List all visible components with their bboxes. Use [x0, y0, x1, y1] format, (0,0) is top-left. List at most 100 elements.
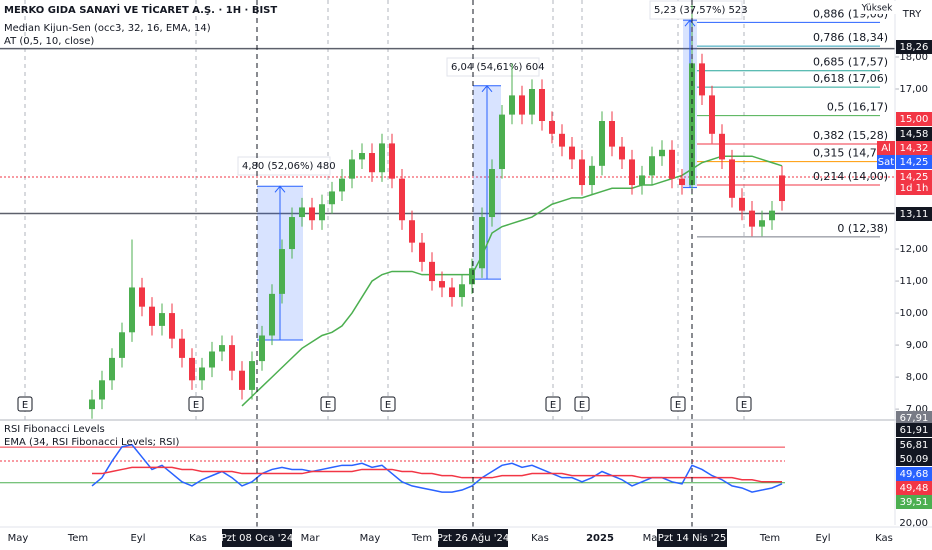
measure-label-bg [649, 0, 743, 20]
candle-body [669, 149, 675, 179]
candle-body [639, 175, 645, 186]
candle-body [289, 217, 295, 250]
event-box [736, 396, 752, 412]
x-tick-label: Eyl [130, 533, 145, 544]
candle-body [699, 63, 705, 96]
arrow-head [274, 185, 286, 193]
candle-body [109, 357, 115, 381]
x-tick-label: Kas [531, 533, 549, 544]
rsi-value-label: 49,48 [900, 483, 929, 494]
legend-item: Median Kijun-Sen (occ3, 32, 16, EMA, 14) [4, 23, 211, 34]
candle-body [759, 220, 765, 227]
fib-label: 0,685 (17,57) [813, 56, 888, 69]
candle-body [579, 159, 585, 186]
candle-body [169, 313, 175, 339]
measure-label-bg [446, 57, 540, 77]
rsi-value-label: 50,09 [900, 454, 929, 465]
y-tick-label: 12,00 [899, 244, 928, 255]
time-highlight-bg [222, 529, 292, 547]
candle-body [89, 399, 95, 410]
candle-body [149, 306, 155, 326]
rsi-value-label: 39,51 [900, 497, 929, 508]
event-box [320, 396, 336, 412]
candle-body [379, 143, 385, 173]
price-label-bg [896, 155, 932, 169]
legend-item: AT (0,5, 10, close) [4, 36, 94, 47]
candle-body [349, 159, 355, 179]
candle-body [179, 338, 185, 358]
x-tick-label: May [360, 533, 381, 544]
candle-body [369, 153, 375, 173]
candle-body [389, 143, 395, 179]
candle-body [659, 149, 665, 157]
chart-title: MERKO GIDA SANAYİ VE TİCARET A.Ş. · 1H ·… [4, 2, 277, 16]
y-tick-label: 7,00 [906, 404, 928, 415]
candle-body [409, 220, 415, 243]
rsi-line [91, 443, 783, 493]
y-tick-label: 17,00 [899, 84, 928, 95]
fib-label: 0,786 (18,34) [813, 31, 888, 44]
candle-body [709, 95, 715, 134]
candle-body [129, 287, 135, 333]
candle-body [749, 210, 755, 227]
event-box [17, 396, 33, 412]
price-tag: Al [881, 143, 891, 154]
price-label: 18,26 [900, 42, 929, 53]
y-tick-label: 11,00 [899, 276, 928, 287]
y-tick-label: 20,00 [899, 518, 928, 529]
candle-body [159, 313, 165, 326]
rsi-value-label-bg [896, 495, 932, 509]
candle-body [739, 197, 745, 211]
high-tag: Yüksek [861, 4, 894, 14]
event-label: E [193, 400, 199, 411]
fib-label: 0 (12,38) [837, 222, 888, 235]
price-label-bg [896, 40, 932, 54]
candle-body [439, 281, 445, 288]
candle-body [629, 159, 635, 186]
event-label: E [550, 400, 556, 411]
event-box [574, 396, 590, 412]
measure-label: 5,23 (37,57%) 523 [654, 5, 748, 16]
candle-body [589, 165, 595, 186]
price-tag: Sat [878, 157, 894, 168]
rsi-value-label-bg [896, 481, 932, 495]
candle-body [359, 153, 365, 160]
candle-body [279, 249, 285, 294]
price-label: 14,25 [900, 157, 929, 168]
candle-body [239, 370, 245, 390]
event-box [545, 396, 561, 412]
candle-body [429, 261, 435, 282]
event-label: E [325, 400, 331, 411]
x-tick-label: Kas [875, 533, 893, 544]
candle-body [479, 217, 485, 269]
candle-body [729, 159, 735, 198]
candle-body [569, 146, 575, 160]
price-label-bg [896, 127, 932, 141]
measure-label: 4,80 (52,06%) 480 [242, 161, 336, 172]
rsi-value-label: 61,91 [900, 425, 929, 436]
x-tick-label: Pzt 26 Ağu '24 [437, 532, 509, 544]
x-tick-label: Pzt 08 Oca '24 [221, 533, 293, 544]
candle-body [329, 191, 335, 205]
candle-body [99, 380, 105, 400]
event-label: E [579, 400, 585, 411]
x-tick-label: Tem [759, 533, 780, 544]
x-tick-label: 2025 [586, 533, 614, 544]
x-tick-label: Tem [67, 533, 88, 544]
price-label: 14,58 [900, 129, 929, 140]
x-tick-label: Tem [411, 533, 432, 544]
price-label: 14,32 [900, 143, 929, 154]
price-label: 13,11 [900, 209, 929, 220]
candle-body [609, 121, 615, 147]
high-tag-bg [858, 1, 896, 14]
rsi-value-label-bg [896, 452, 932, 466]
price-tag-bg [877, 141, 895, 155]
candle-body [269, 293, 275, 336]
y-tick-label: 10,00 [899, 308, 928, 319]
currency: TRY [902, 9, 922, 20]
price-label-bg [896, 141, 932, 155]
candle-body [649, 156, 655, 176]
candle-body [539, 88, 545, 122]
measure-label: 6,04 (54,61%) 604 [451, 62, 545, 73]
